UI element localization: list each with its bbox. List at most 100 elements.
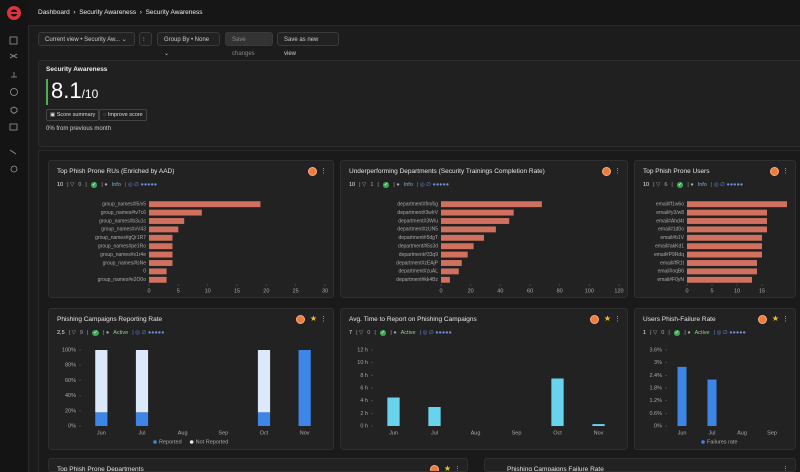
sep: | ◎ ∅ ●●●●●: [416, 182, 450, 188]
y-tick-label: 60%: [65, 378, 76, 384]
sep: |: [671, 182, 673, 188]
bar: [441, 234, 485, 241]
widget-flag: [308, 167, 317, 176]
chart: 0 5 10 15 email#f1w6o email#y3/w8 email#Ahd4t e…: [654, 201, 787, 294]
bar: [441, 268, 459, 275]
stat-count: 10: [643, 182, 650, 188]
bar: [95, 350, 108, 413]
widget-menu: ⋮: [320, 168, 327, 175]
widget-flag: [770, 167, 779, 176]
chart: 0 5 10 15 20 25 30 group_names#l5/x5 group_names…: [95, 201, 328, 294]
bar: [441, 260, 462, 266]
widget-flag: [602, 167, 611, 176]
bar: [441, 201, 542, 208]
widget[interactable]: Top Phish Prone RUs (Enriched by AAD) ⋮ 10…: [48, 160, 334, 298]
sep: | ●: [102, 330, 110, 336]
y-tick-label: 0: [143, 269, 146, 275]
bar: [149, 260, 173, 266]
breadcrumb: Security Awareness: [145, 9, 203, 16]
stat-count: 7: [349, 330, 353, 336]
bar: [441, 276, 450, 283]
bar: [592, 424, 605, 426]
x-tick-label: 10: [205, 288, 211, 294]
widget-stats: 10 | ▽ 0 | ✓ | ● Info | ◎ ∅ ●●●●●: [57, 182, 161, 188]
widget[interactable]: Top Phish Prone Departments ⋮ ★: [48, 458, 468, 472]
bar: [149, 276, 167, 283]
sep: | ◎ ∅ ●●●●●: [419, 330, 452, 336]
y-tick-label: department#l5s3d: [398, 244, 438, 250]
y-tick-label: department#fm/6g: [397, 202, 438, 208]
breadcrumb[interactable]: Security Awareness: [79, 9, 137, 16]
x-tick-label: 20: [468, 288, 474, 294]
x-tick-label: 30: [322, 288, 328, 294]
breadcrumb[interactable]: Dashboard: [38, 9, 70, 16]
widget-menu: ⋮: [782, 316, 789, 323]
sep: | ●: [684, 330, 691, 336]
widget-stats: 7 | ▽ 0 | ✓ | ● Active | ◎ ∅ ●●●●●: [349, 330, 456, 336]
bar: [441, 218, 510, 224]
y-tick-label: 40%: [65, 393, 76, 399]
stat-status: Info: [403, 182, 413, 188]
bar: [687, 234, 762, 241]
score-value: 8.1/10: [51, 78, 98, 104]
chart: 0% 0.6% 1.2% 1.8% 2.4% 3% 3.6% Jun Jul Aug Sep Fail…: [649, 347, 777, 445]
sep: | ●: [393, 182, 400, 188]
bar: [441, 243, 474, 250]
bar: [149, 226, 179, 233]
save-button[interactable]: Save changes: [225, 32, 273, 57]
legend-label: Reported: [159, 439, 182, 445]
y-tick-label: email#b1V: [660, 235, 684, 241]
improve-score-button[interactable]: ◌ Improve score: [99, 109, 147, 121]
bar: [149, 243, 173, 250]
bar: [687, 201, 787, 208]
x-tick-label: 20: [263, 288, 269, 294]
y-tick-label: email#f1w6o: [656, 202, 684, 208]
score-summary-button[interactable]: ▣ Score summary: [46, 109, 100, 121]
chart: 0 20 40 60 80 100 120 department#fm/6g departmen…: [396, 201, 624, 294]
sep: | ▽: [359, 182, 367, 188]
stat-filters: 6: [664, 182, 668, 188]
stat-filters: 9: [79, 330, 83, 336]
y-tick-label: department#kk4Bz: [396, 277, 438, 283]
widget-menu: ⋮: [614, 168, 621, 175]
widget[interactable]: Avg. Time to Report on Phishing Campaign…: [340, 308, 628, 450]
filter-button[interactable]: ⫶: [139, 32, 152, 46]
y-tick-label: department#zEAjP: [396, 260, 438, 266]
widget[interactable]: Top Phish Prone Users ⋮ 10 | ▽ 6 | ✓ | ● Info | ◎…: [634, 160, 796, 298]
stat-status: Info: [111, 182, 121, 188]
widget-title: Avg. Time to Report on Phishing Campaign…: [349, 316, 477, 323]
y-tick-label: 2.4%: [649, 373, 662, 379]
save-new-button[interactable]: Save as new view: [277, 32, 339, 57]
widget[interactable]: Phishing Campaigns Failure Rate ⋮: [484, 458, 796, 472]
y-tick-label: 3.6%: [649, 347, 662, 353]
y-tick-label: group_names#pe1Ro: [98, 244, 146, 250]
sep: |: [377, 182, 379, 188]
widget-flag: [758, 315, 767, 324]
widget-title: Phishing Campaigns Failure Rate: [507, 466, 604, 472]
x-tick-label: Sep: [767, 430, 777, 436]
widget[interactable]: Underperforming Departments (Security Tr…: [340, 160, 628, 298]
widget-menu: ⋮: [614, 316, 621, 323]
x-tick-label: Jun: [678, 430, 687, 436]
group-by-label: Group By • None: [164, 37, 210, 43]
y-tick-label: email#y3/w8: [656, 210, 684, 216]
view-select[interactable]: Current view • Security Aw... ⌄: [38, 32, 135, 46]
y-tick-label: 0%: [654, 423, 662, 429]
x-tick-label: Aug: [178, 430, 188, 436]
bar: [677, 366, 687, 426]
bar: [149, 268, 167, 275]
stat-filters: 0: [78, 182, 82, 188]
bar: [707, 379, 717, 426]
x-tick-label: Jun: [97, 430, 106, 436]
group-by[interactable]: Group By • None ⌄: [157, 32, 220, 57]
sep: | ◎ ∅ ●●●●●: [710, 182, 744, 188]
sep: | ●: [687, 182, 694, 188]
widget[interactable]: Phishing Campaigns Reporting Rate ⋮ ★ 2,5 | …: [48, 308, 334, 450]
widget[interactable]: Users Phish-Failure Rate ⋮ ★ 1 | ▽ 0 | ✓ | ● Acti…: [634, 308, 796, 450]
widget-stats: 1 | ▽ 0 | ✓ | ● Active | ◎ ∅ ●●●●●: [643, 330, 750, 336]
widget-title: Phishing Campaigns Reporting Rate: [57, 316, 163, 323]
sep: |: [86, 330, 89, 336]
y-tick-label: email#fR1t: [660, 260, 685, 266]
widget-flag: [296, 315, 305, 324]
sep: |: [85, 182, 87, 188]
